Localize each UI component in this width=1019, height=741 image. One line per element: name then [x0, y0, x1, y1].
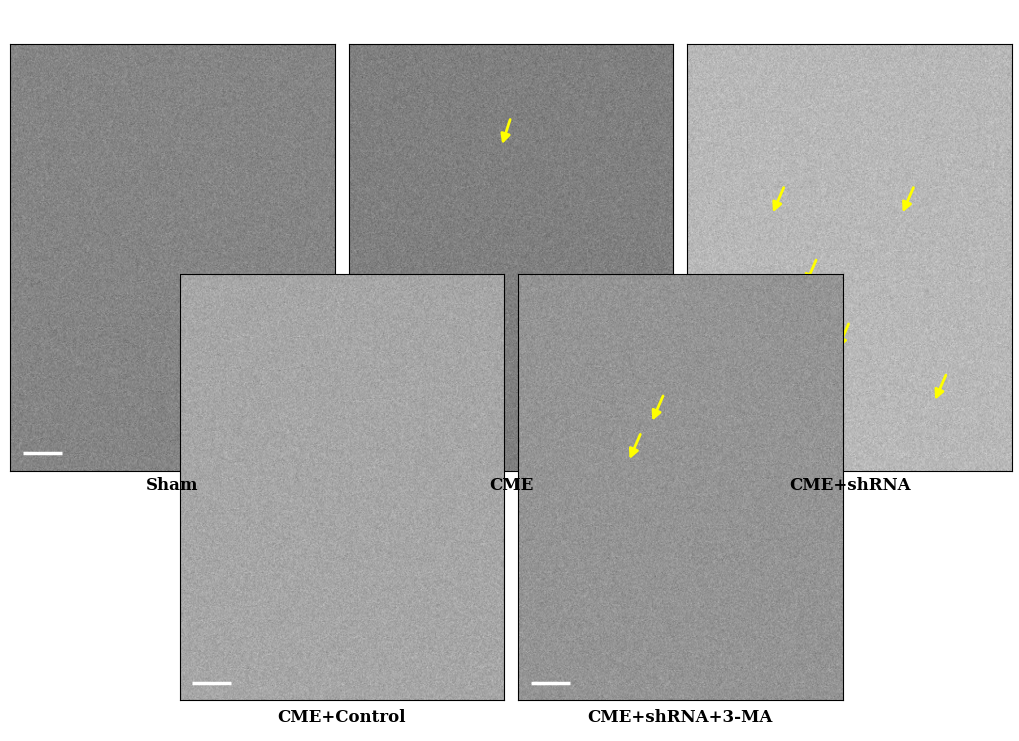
- Text: CME+shRNA+3-MA: CME+shRNA+3-MA: [587, 709, 772, 725]
- Text: CME: CME: [488, 477, 533, 494]
- Text: CME+shRNA: CME+shRNA: [788, 477, 910, 494]
- Text: CME+Control: CME+Control: [277, 709, 406, 725]
- Text: Sham: Sham: [146, 477, 199, 494]
